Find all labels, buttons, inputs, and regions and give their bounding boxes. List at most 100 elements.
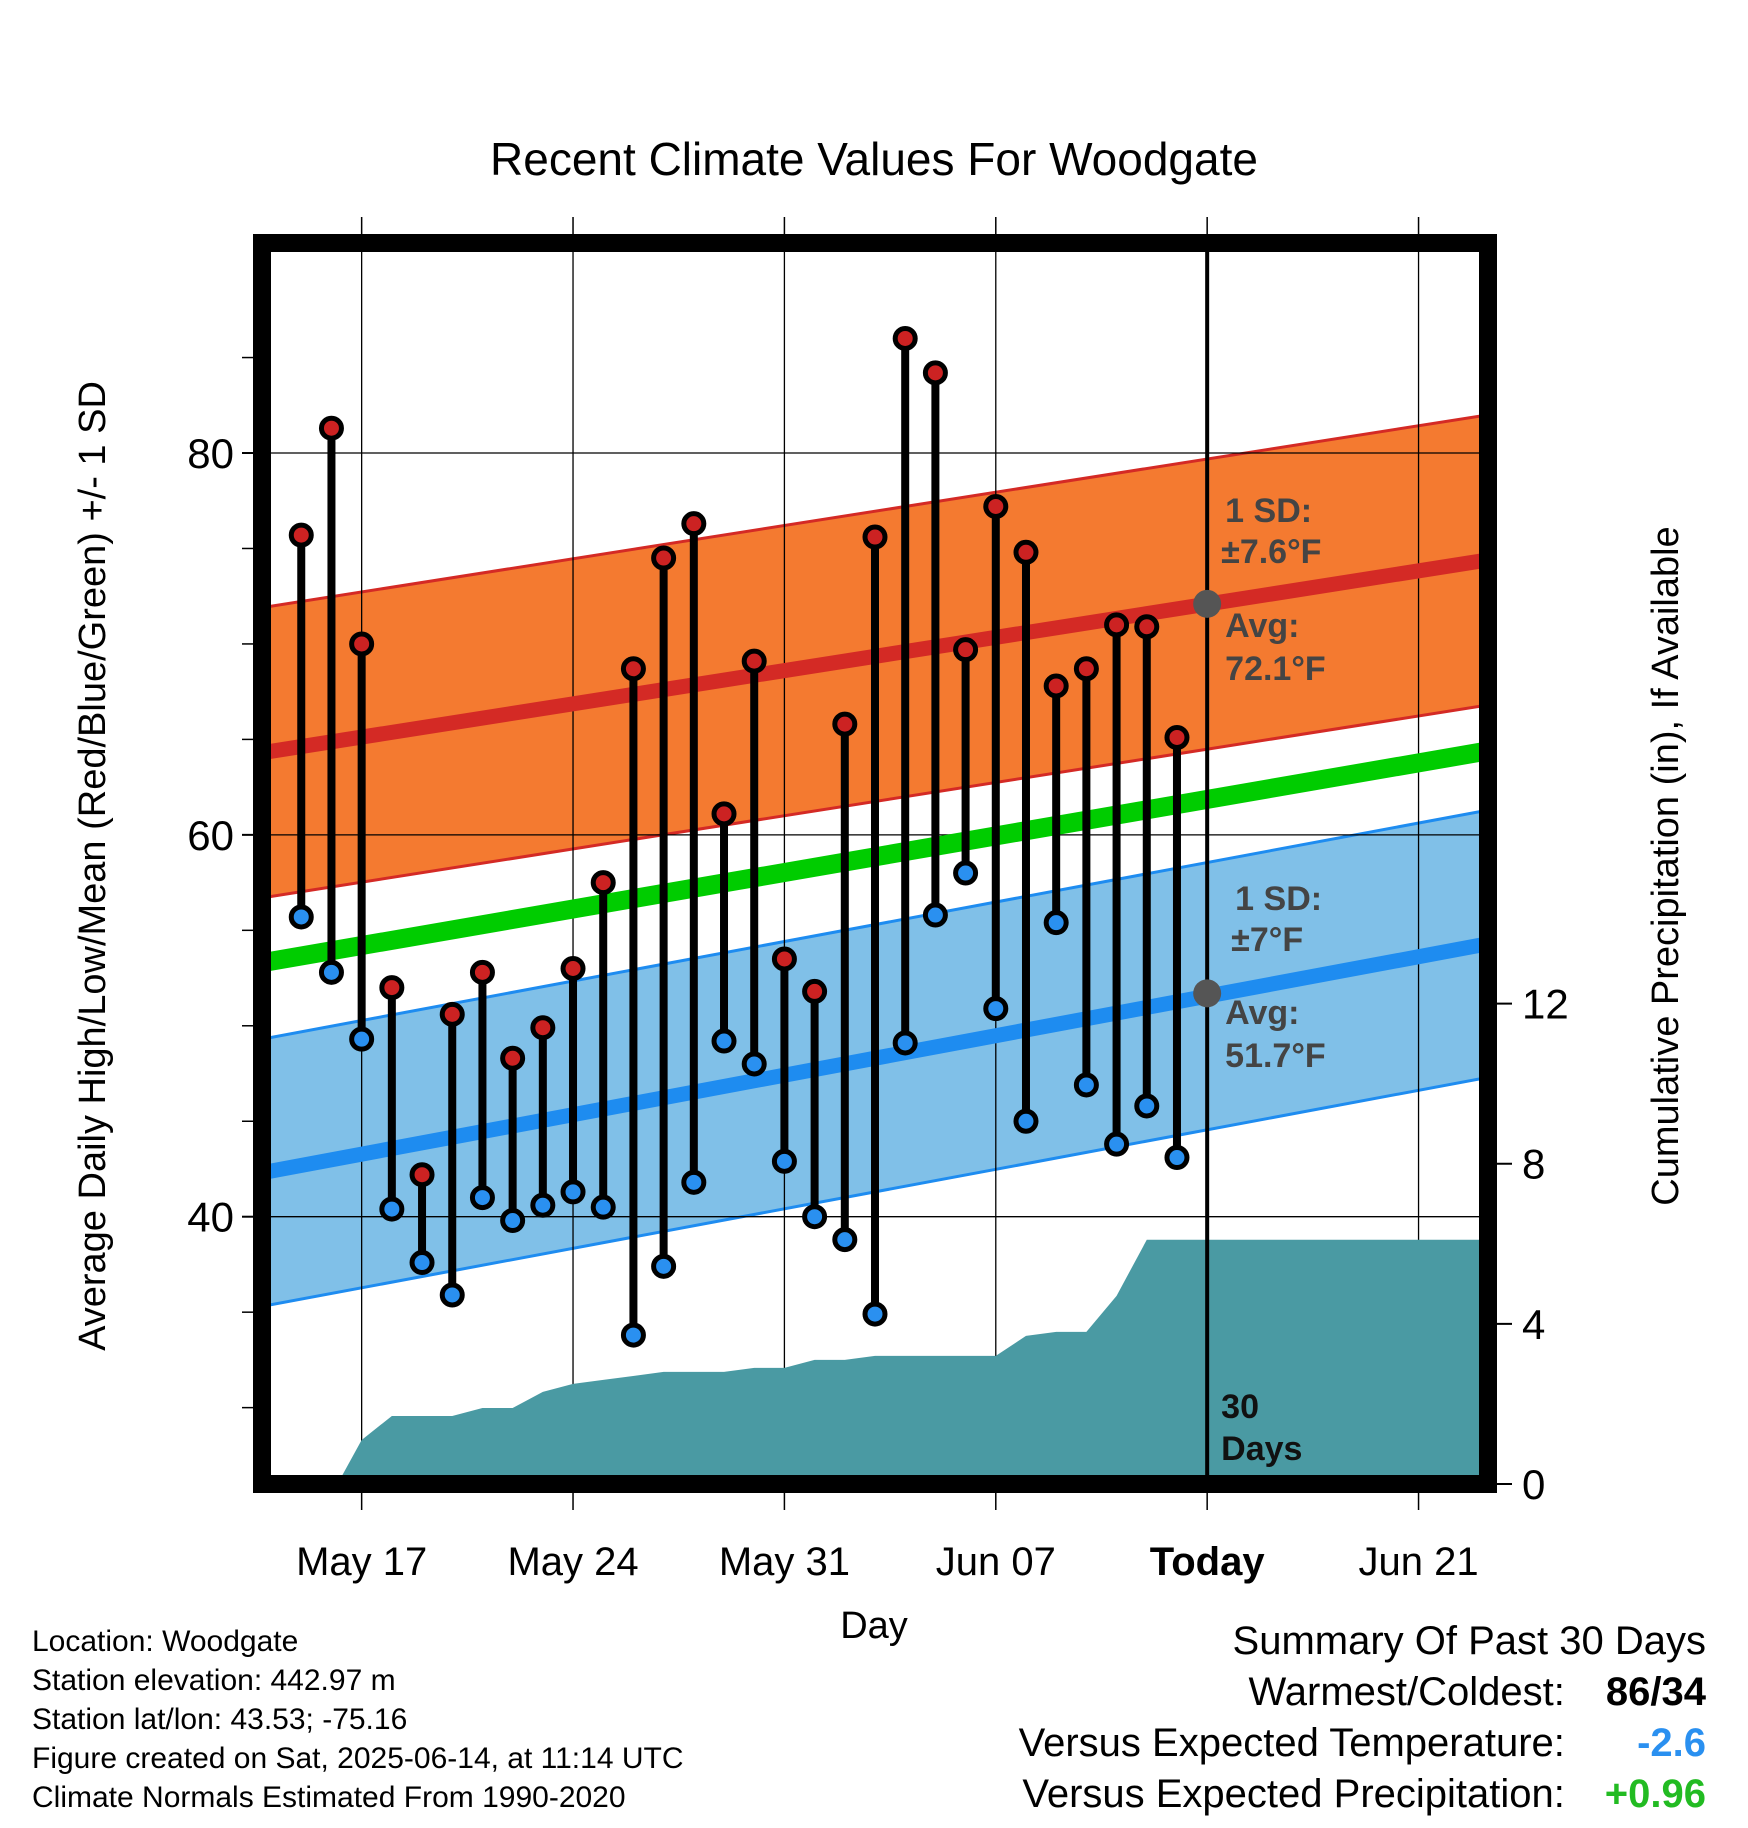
daily-low-point <box>409 1250 435 1276</box>
warm-cold-value: 86/34 <box>1605 1670 1706 1714</box>
x-tick-label: May 24 <box>507 1540 638 1584</box>
summary-title: Summary Of Past 30 Days <box>1232 1619 1706 1663</box>
daily-high-point <box>1134 614 1160 640</box>
temp-departure-value: -2.6 <box>1637 1721 1706 1765</box>
elevation-text: Station elevation: 442.97 m <box>32 1664 396 1697</box>
daily-low-point <box>349 1026 375 1052</box>
daily-low-point <box>530 1192 556 1218</box>
x-tick-label: Jun 21 <box>1358 1540 1478 1584</box>
daily-low-point <box>711 1028 737 1054</box>
chart-title: Recent Climate Values For Woodgate <box>490 133 1258 185</box>
days-count-label: 30 <box>1221 1388 1259 1426</box>
daily-low-point <box>741 1051 767 1077</box>
cumulative-precip-area <box>337 1239 1488 1484</box>
daily-low-point <box>681 1169 707 1195</box>
high-avg-marker <box>1193 589 1222 618</box>
daily-high-point <box>681 511 707 537</box>
daily-high-point <box>802 978 828 1004</box>
warm-cold-row: Warmest/Coldest: 86/34 <box>1019 1667 1707 1718</box>
daily-high-point <box>1013 539 1039 565</box>
daily-high-point <box>288 522 314 548</box>
low-avg-value: 51.7°F <box>1225 1037 1326 1075</box>
daily-high-point <box>1164 724 1190 750</box>
daily-low-point <box>771 1148 797 1174</box>
daily-low-point <box>560 1179 586 1205</box>
y2-tick-label: 0 <box>1522 1461 1545 1508</box>
y-tick-label: 80 <box>187 430 234 477</box>
daily-high-point <box>530 1015 556 1041</box>
precip-departure-value: +0.96 <box>1604 1772 1706 1816</box>
x-tick-label: May 17 <box>296 1540 427 1584</box>
daily-high-point <box>349 631 375 657</box>
precip-departure-row: Versus Expected Precipitation: +0.96 <box>1019 1769 1706 1820</box>
normals-text: Climate Normals Estimated From 1990-2020 <box>32 1781 626 1814</box>
x-tick-label: Today <box>1150 1540 1266 1584</box>
daily-low-point <box>620 1322 646 1348</box>
x-tick-label: May 31 <box>719 1540 850 1584</box>
temp-departure-row: Versus Expected Temperature: -2.6 <box>1019 1718 1706 1769</box>
daily-low-point <box>1073 1072 1099 1098</box>
daily-high-point <box>560 956 586 982</box>
daily-high-point <box>439 1001 465 1027</box>
x-tick-label: Jun 07 <box>936 1540 1056 1584</box>
daily-low-point <box>318 959 344 985</box>
plot-frame <box>253 234 1497 1493</box>
daily-high-point <box>832 711 858 737</box>
daily-low-point <box>892 1030 918 1056</box>
daily-low-point <box>288 904 314 930</box>
warm-cold-label: Warmest/Coldest: <box>1248 1670 1565 1714</box>
daily-high-point <box>318 415 344 441</box>
y2-axis-label: Cumulative Precipitation (in), If Availa… <box>1645 526 1687 1205</box>
high-sd-upper-edge <box>262 413 1488 610</box>
summary-panel: Summary Of Past 30 Days Warmest/Coldest:… <box>1019 1615 1706 1820</box>
created-text: Figure created on Sat, 2025-06-14, at 11… <box>32 1742 684 1775</box>
y2-tick-label: 8 <box>1522 1141 1545 1188</box>
daily-low-point <box>651 1253 677 1279</box>
daily-low-point <box>862 1301 888 1327</box>
x-axis-label: Day <box>840 1605 908 1647</box>
daily-high-point <box>620 656 646 682</box>
high-avg-value: 72.1°F <box>1225 650 1326 688</box>
plot-area <box>262 243 1488 1484</box>
daily-low-point <box>439 1282 465 1308</box>
low-sd-value: ±7°F <box>1231 921 1303 959</box>
daily-high-point <box>1073 656 1099 682</box>
y-axis-label: Average Daily High/Low/Mean (Red/Blue/Gr… <box>72 381 114 1351</box>
daily-high-point <box>892 325 918 351</box>
precip-departure-label: Versus Expected Precipitation: <box>1022 1772 1565 1816</box>
daily-low-point <box>1043 910 1069 936</box>
daily-low-point <box>953 860 979 886</box>
daily-low-point <box>802 1204 828 1230</box>
daily-high-point <box>500 1045 526 1071</box>
latlon-text: Station lat/lon: 43.53; -75.16 <box>32 1703 408 1736</box>
y-tick-label: 60 <box>187 812 234 859</box>
daily-high-point <box>771 946 797 972</box>
high-sd-label: 1 SD: <box>1225 492 1312 530</box>
daily-high-point <box>651 545 677 571</box>
daily-low-point <box>1104 1131 1130 1157</box>
high-avg-label: Avg: <box>1225 607 1299 645</box>
daily-high-point <box>741 648 767 674</box>
daily-high-point <box>590 870 616 896</box>
daily-low-point <box>832 1227 858 1253</box>
daily-low-point <box>1134 1093 1160 1119</box>
daily-high-point <box>862 524 888 550</box>
daily-low-point <box>922 902 948 928</box>
y2-tick-label: 4 <box>1522 1301 1545 1348</box>
daily-high-point <box>953 637 979 663</box>
y-tick-label: 40 <box>187 1194 234 1241</box>
station-info: Location: Woodgate Station elevation: 44… <box>32 1622 684 1817</box>
daily-low-point <box>469 1185 495 1211</box>
daily-high-point <box>409 1162 435 1188</box>
daily-high-point <box>711 801 737 827</box>
daily-high-point <box>1104 612 1130 638</box>
days-word-label: Days <box>1221 1430 1302 1468</box>
low-avg-marker <box>1193 979 1222 1008</box>
daily-low-point <box>1164 1145 1190 1171</box>
daily-low-point <box>590 1194 616 1220</box>
y2-tick-label: 12 <box>1522 981 1569 1028</box>
temp-departure-label: Versus Expected Temperature: <box>1018 1721 1565 1765</box>
daily-high-point <box>1043 673 1069 699</box>
low-avg-label: Avg: <box>1225 994 1299 1032</box>
